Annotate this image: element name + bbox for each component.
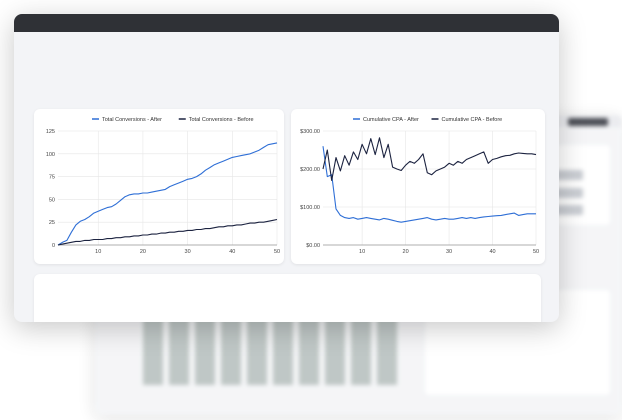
x-tick-label: 30 bbox=[446, 249, 452, 255]
legend-label-before: Cumulative CPA - Before bbox=[442, 117, 503, 123]
x-tick-label: 50 bbox=[533, 249, 539, 255]
series-line-before bbox=[322, 137, 537, 181]
y-tick-label: 125 bbox=[46, 129, 55, 135]
y-tick-label: 0 bbox=[52, 243, 55, 249]
x-tick-label: 30 bbox=[185, 249, 191, 255]
legend-label-before: Total Conversions - Before bbox=[189, 117, 254, 123]
legend-label-after: Cumulative CPA - After bbox=[363, 117, 419, 123]
x-tick-label: 10 bbox=[359, 249, 365, 255]
background-chip bbox=[555, 188, 583, 198]
dashboard-window: 10 20 30 40 50 0 25 50 75 100 125 Total Conversions… bbox=[14, 14, 559, 322]
series-line-after bbox=[57, 142, 278, 246]
y-tick-label: $0.00 bbox=[306, 243, 320, 249]
x-tick-label: 40 bbox=[489, 249, 495, 255]
window-titlebar bbox=[14, 14, 559, 32]
series-line-after bbox=[322, 146, 536, 223]
x-tick-label: 20 bbox=[403, 249, 409, 255]
total-conversions-chart: 10 20 30 40 50 0 25 50 75 100 125 Total Conversions… bbox=[46, 117, 280, 255]
background-tab bbox=[568, 118, 608, 126]
y-tick-label: $100.00 bbox=[300, 205, 320, 211]
cumulative-cpa-chart: 10 20 30 40 50 $0.00 $100.00 $200.00 $300.00 Cumu… bbox=[300, 117, 539, 255]
background-chip bbox=[555, 205, 583, 215]
cumulative-cpa-card: 10 20 30 40 50 $0.00 $100.00 $200.00 $300.00 Cumu… bbox=[291, 109, 545, 264]
legend-label-after: Total Conversions - After bbox=[102, 117, 162, 123]
y-tick-label: $300.00 bbox=[300, 129, 320, 135]
y-tick-label: 75 bbox=[49, 175, 55, 181]
x-tick-label: 10 bbox=[95, 249, 101, 255]
total-conversions-card: 10 20 30 40 50 0 25 50 75 100 125 Total Conversions… bbox=[34, 109, 284, 264]
y-tick-label: 25 bbox=[49, 220, 55, 226]
x-tick-label: 50 bbox=[274, 249, 280, 255]
y-tick-label: 100 bbox=[46, 152, 55, 158]
y-tick-label: 50 bbox=[49, 197, 55, 203]
y-tick-label: $200.00 bbox=[300, 167, 320, 173]
x-tick-label: 40 bbox=[229, 249, 235, 255]
x-tick-label: 20 bbox=[140, 249, 146, 255]
empty-panel-card bbox=[34, 274, 541, 322]
series-line-before bbox=[57, 218, 278, 246]
background-chip bbox=[555, 170, 583, 180]
